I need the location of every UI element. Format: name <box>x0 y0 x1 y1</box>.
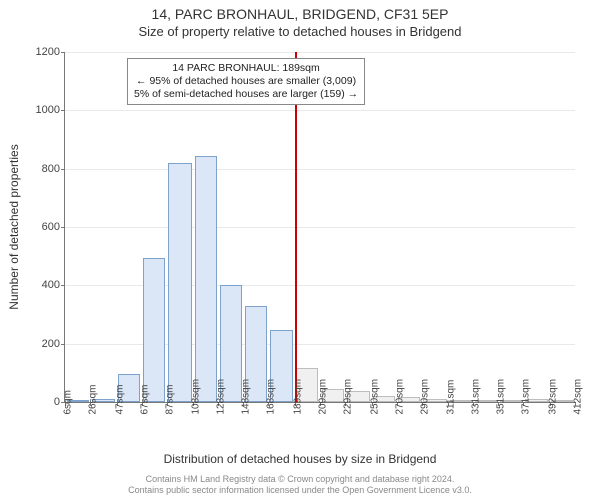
y-tick-label: 1000 <box>4 104 60 116</box>
footer-line-1: Contains HM Land Registry data © Crown c… <box>0 474 600 485</box>
histogram-bar <box>168 163 191 402</box>
annotation-line-3: 5% of semi-detached houses are larger (1… <box>134 88 358 101</box>
gridline <box>65 169 575 170</box>
x-axis-label: Distribution of detached houses by size … <box>0 452 600 466</box>
histogram-plot: 14 PARC BRONHAUL: 189sqm ← 95% of detach… <box>64 52 575 403</box>
footer-line-2: Contains public sector information licen… <box>0 485 600 496</box>
gridline <box>65 344 575 345</box>
gridline <box>65 52 575 53</box>
histogram-bar <box>143 258 165 402</box>
y-tick-label: 400 <box>4 279 60 291</box>
y-tick-label: 1200 <box>4 46 60 58</box>
y-tick-mark <box>61 344 65 345</box>
annotation-line-1: 14 PARC BRONHAUL: 189sqm <box>134 62 358 75</box>
y-tick-mark <box>61 285 65 286</box>
chart-title: Size of property relative to detached ho… <box>0 24 600 39</box>
y-tick-mark <box>61 169 65 170</box>
y-tick-label: 200 <box>4 338 60 350</box>
attribution-footer: Contains HM Land Registry data © Crown c… <box>0 474 600 497</box>
annotation-line-2: ← 95% of detached houses are smaller (3,… <box>134 75 358 88</box>
gridline <box>65 110 575 111</box>
gridline <box>65 227 575 228</box>
annotation-box: 14 PARC BRONHAUL: 189sqm ← 95% of detach… <box>127 58 365 105</box>
y-tick-mark <box>61 52 65 53</box>
y-tick-label: 600 <box>4 221 60 233</box>
page-title: 14, PARC BRONHAUL, BRIDGEND, CF31 5EP <box>0 6 600 22</box>
y-tick-label: 0 <box>4 396 60 408</box>
y-tick-mark <box>61 110 65 111</box>
gridline <box>65 285 575 286</box>
y-tick-label: 800 <box>4 163 60 175</box>
histogram-bar <box>195 156 217 402</box>
y-tick-mark <box>61 227 65 228</box>
